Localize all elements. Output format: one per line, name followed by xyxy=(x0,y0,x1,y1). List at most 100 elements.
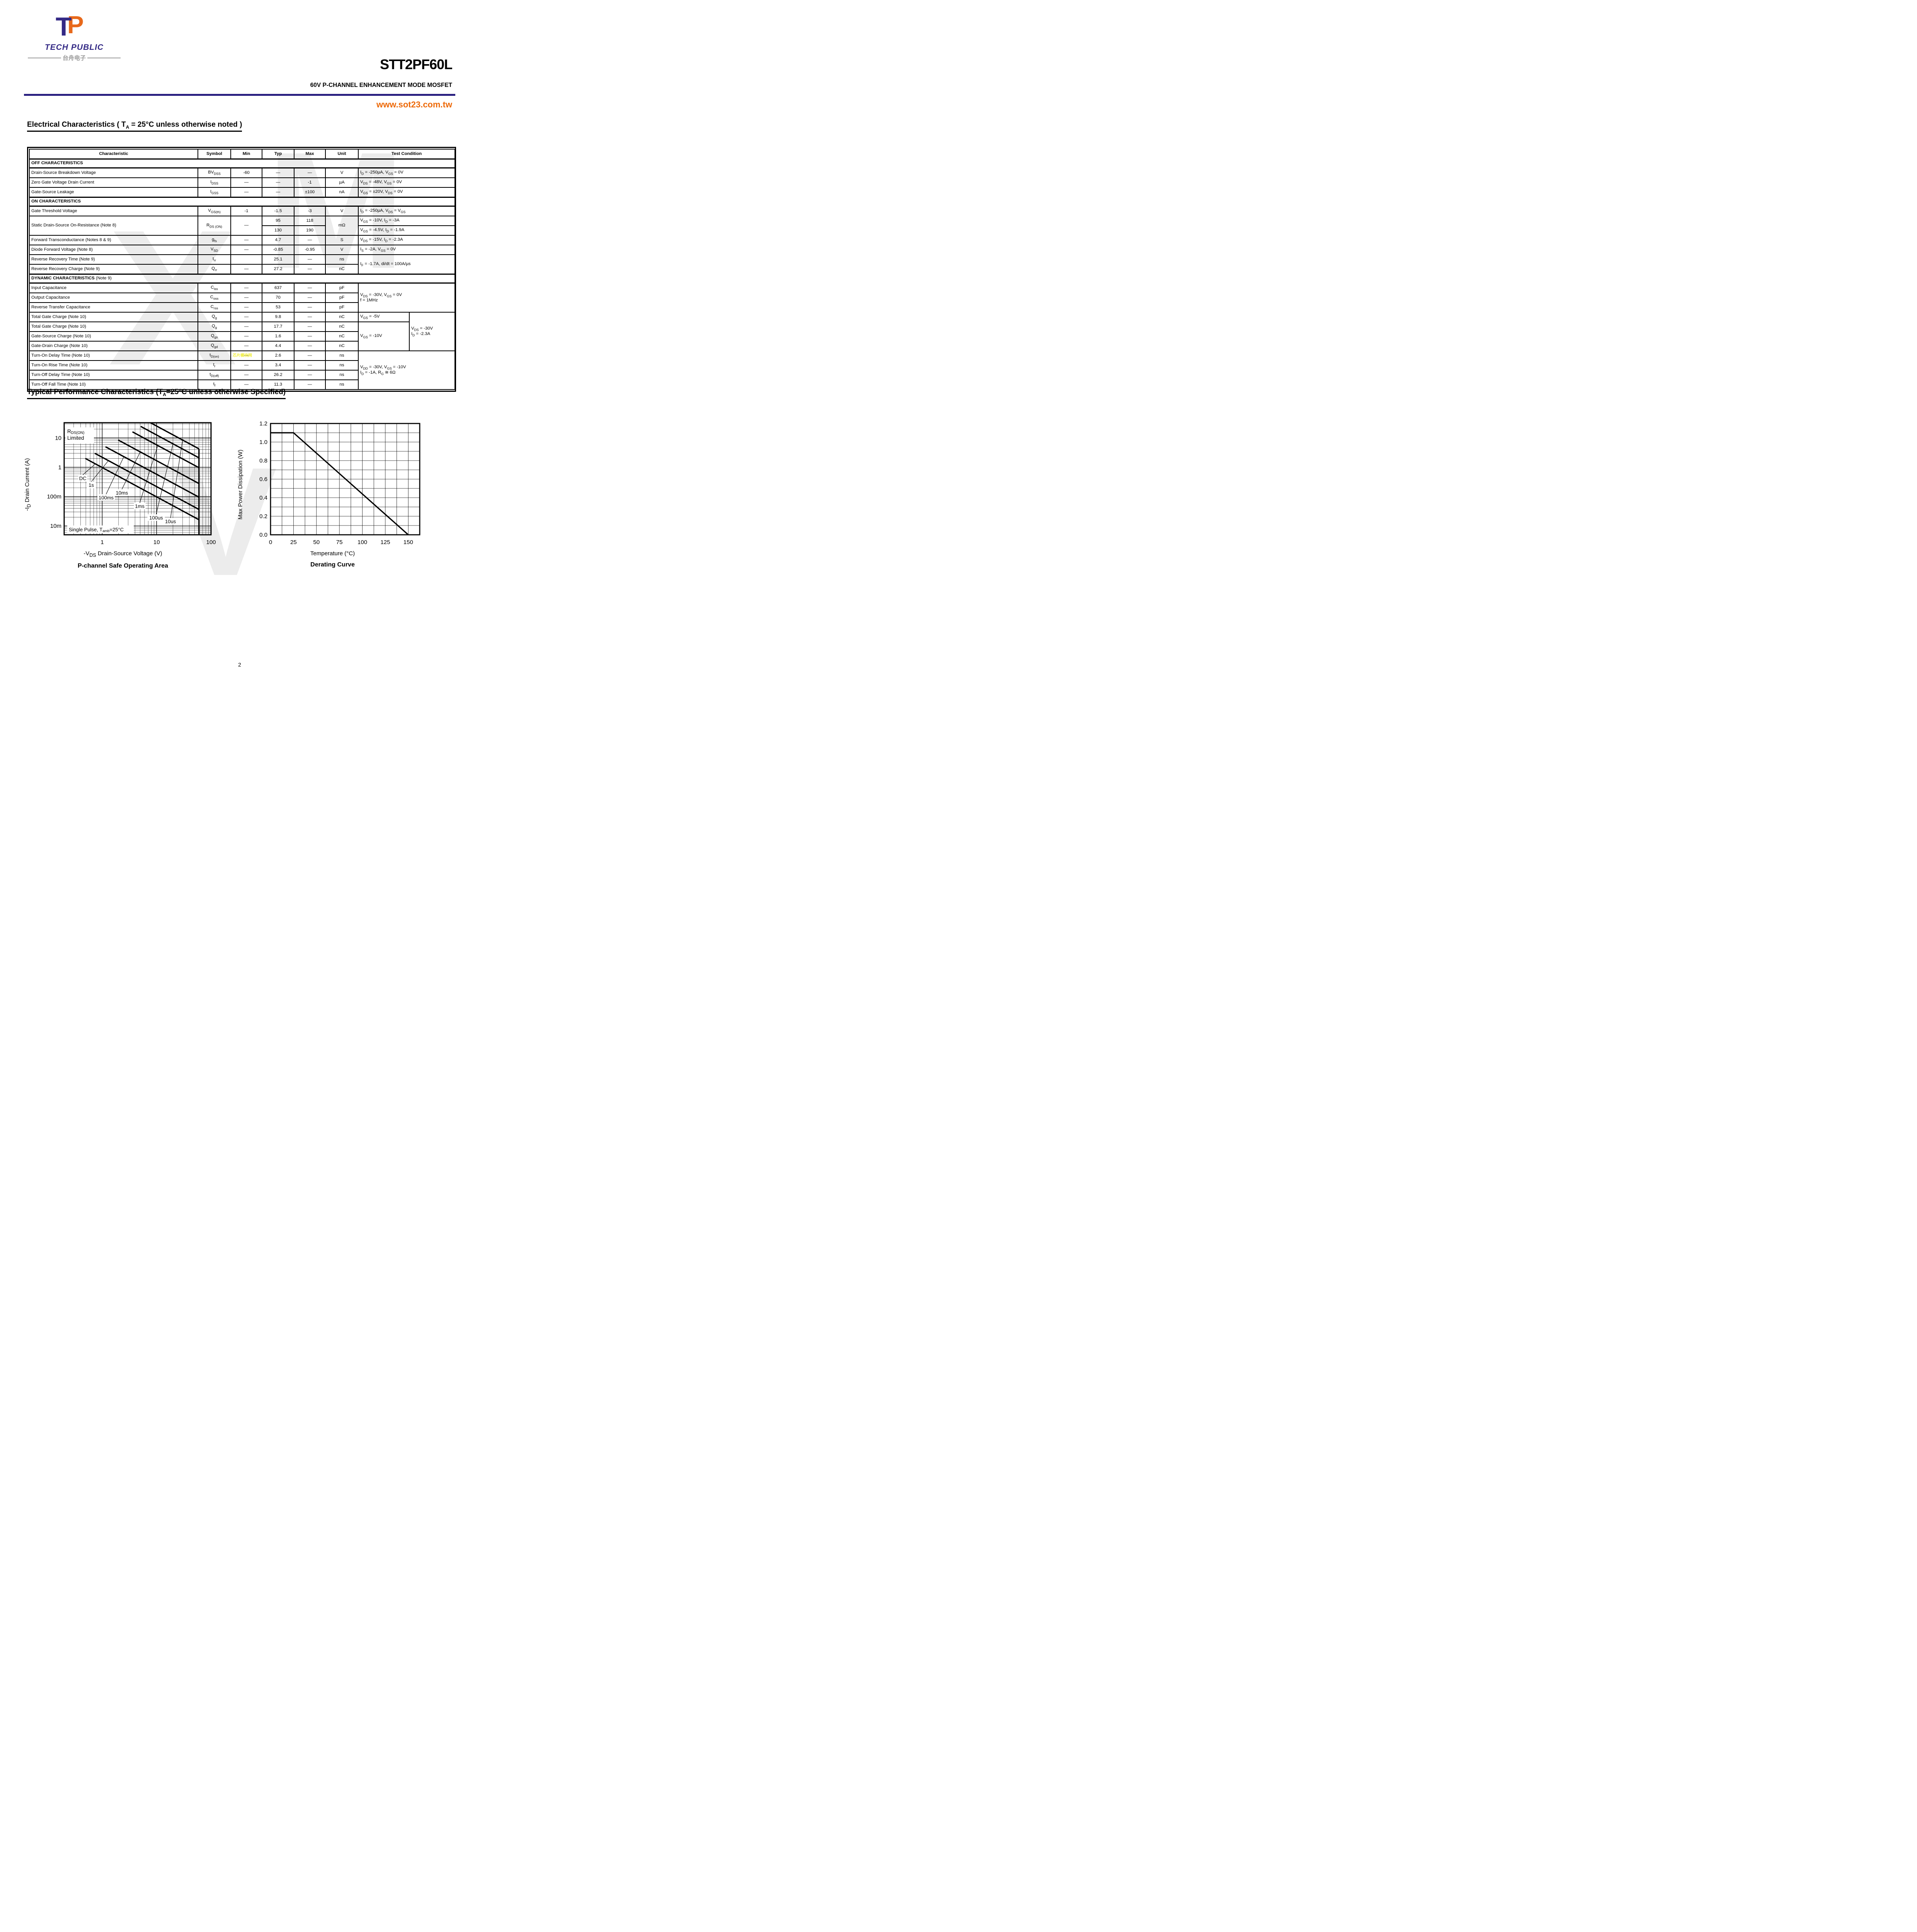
logo-tp-icon: P T xyxy=(56,11,84,41)
table-section-row: ON CHARACTERISTICS xyxy=(29,197,456,207)
table-cell: pF xyxy=(325,282,359,293)
table-cell: 70 xyxy=(262,293,295,303)
table-cell: 95 xyxy=(262,216,295,226)
table-cell: tr xyxy=(197,360,231,371)
table-cell: — xyxy=(294,350,326,361)
svg-text:0.6: 0.6 xyxy=(259,476,267,483)
table-cell: 26.2 xyxy=(262,370,295,380)
table-cell: Turn-On Rise Time (Note 10) xyxy=(29,360,198,371)
table-cell: Coss xyxy=(197,293,231,303)
svg-text:1: 1 xyxy=(100,539,104,546)
table-cell: VGS(th) xyxy=(197,206,231,216)
table-cell: IS = -2A, VGS = 0V xyxy=(358,245,456,255)
table-row: Reverse Recovery Time (Note 9) trr 25.1— ns… xyxy=(29,254,456,275)
derating-ylabel-wrap: Max Power Dissipation (W) xyxy=(235,420,246,549)
table-cell: 4.4 xyxy=(262,341,295,351)
table-cell: — xyxy=(230,341,262,351)
table-cell: VGS = -5V xyxy=(358,312,410,322)
table-header-cell: Characteristic xyxy=(29,149,198,160)
table-row: Drain-Source Breakdown Voltage BVDSS -60— —… xyxy=(29,167,456,178)
table-cell: Reverse Transfer Capacitance xyxy=(29,302,198,313)
table-cell: — xyxy=(294,321,326,332)
svg-text:0: 0 xyxy=(269,539,272,546)
table-cell: S xyxy=(325,235,359,245)
table-cell: Zero Gate Voltage Drain Current xyxy=(29,177,198,188)
table-row: Zero Gate Voltage Drain Current IDSS — — -1 µ… xyxy=(29,177,456,188)
svg-text:50: 50 xyxy=(313,539,320,546)
svg-text:25: 25 xyxy=(290,539,297,546)
table-row: Turn-Off Delay Time (Note 10) tD(off) —26.… xyxy=(29,370,455,380)
derating-ylabel: Max Power Dissipation (W) xyxy=(237,449,244,520)
table-row: Gate-Source Charge (Note 10) Qgs —1.6— nC xyxy=(29,331,455,342)
table-cell: 118 xyxy=(294,216,326,226)
table-cell: ns xyxy=(325,370,359,380)
section-label: DYNAMIC CHARACTERISTICS (Note 9) xyxy=(29,274,456,284)
table-cell xyxy=(230,254,262,265)
table-cell: — xyxy=(230,312,262,322)
table-cell: nA xyxy=(325,187,359,198)
table-cell: — xyxy=(230,379,262,390)
derating-svg: 0 25 50 75 100 125 150 0.0 0.2 0.4 0.6 0.8 1.0 1.2 xyxy=(259,420,421,546)
table-header-cell: Test Condition xyxy=(358,149,456,160)
table-cell: -1 xyxy=(294,177,326,188)
table-cell: Qrr xyxy=(197,264,231,275)
table-cell: — xyxy=(294,379,326,390)
table-cell: — xyxy=(262,177,295,188)
table-cell: VGS = -4.5V, ID = -1.9A xyxy=(358,225,456,236)
table-cell: — xyxy=(230,282,262,293)
svg-text:0.0: 0.0 xyxy=(259,532,267,538)
table-cell: Total Gate Charge (Note 10) xyxy=(29,321,198,332)
table-cell: IGSS xyxy=(197,187,231,198)
soa-caption: P-channel Safe Operating Area xyxy=(77,563,169,569)
table-cell: Qgd xyxy=(197,341,231,351)
table-row: Static Drain-Source On-Resistance (Note … xyxy=(29,216,456,236)
derating-chart-row: Max Power Dissipation (W) 0 25 50 75 100 125 1… xyxy=(235,420,430,549)
table-row: Gate-Source Leakage IGSS — — ±100 nA VGS = ±20… xyxy=(29,187,456,198)
table-cell: — xyxy=(294,293,326,303)
table-cell: Reverse Recovery Time (Note 9) xyxy=(29,254,198,265)
svg-text:10us: 10us xyxy=(165,519,176,524)
table-cell: — xyxy=(294,282,326,293)
logo-name: TECH PUBLIC xyxy=(44,43,104,52)
table-cell: -0.85 xyxy=(262,245,295,255)
table-row: Forward Transconductance (Notes 8 & 9) gf… xyxy=(29,235,456,245)
table-cell: — xyxy=(294,331,326,342)
table-cell: — xyxy=(294,254,326,265)
table-cell: — xyxy=(294,302,326,313)
table-cell: — xyxy=(294,235,326,245)
spec-table: Characteristic Symbol Min Typ Max Unit Test Co… xyxy=(29,149,456,390)
table-row: 130 190 VGS = -4.5V, ID = -1.9A xyxy=(29,225,456,236)
electrical-characteristics-heading: Electrical Characteristics ( TA = 25°C u… xyxy=(27,121,242,132)
table-cell: — xyxy=(230,264,262,275)
table-cell: — 芯片模块网 xyxy=(230,350,262,361)
svg-text:100ms: 100ms xyxy=(99,495,114,500)
table-cell: — xyxy=(230,177,262,188)
table-cell: -1 xyxy=(230,206,262,216)
svg-text:100us: 100us xyxy=(149,515,163,520)
table-cell: VSD xyxy=(197,245,231,255)
svg-text:10ms: 10ms xyxy=(116,490,128,496)
table-cell: ±100 xyxy=(294,187,326,198)
table-cell: 637 xyxy=(262,282,295,293)
yellow-watermark-text: 芯片模块网 xyxy=(233,353,252,358)
soa-xlabel: -VDS Drain-Source Voltage (V) xyxy=(83,550,162,558)
table-cell: — xyxy=(230,216,262,236)
logo-letter-t: T xyxy=(56,12,72,40)
table-cell: Qgs xyxy=(197,331,231,342)
table-cell: 53 xyxy=(262,302,295,313)
logo-cn-text: 台舟电子 xyxy=(63,55,86,61)
table-cell: Forward Transconductance (Notes 8 & 9) xyxy=(29,235,198,245)
svg-text:10m: 10m xyxy=(50,523,61,529)
table-header-cell: Unit xyxy=(325,149,359,160)
table-cell: Drain-Source Breakdown Voltage xyxy=(29,167,198,178)
table-header-row: Characteristic Symbol Min Typ Max Unit Test Co… xyxy=(29,149,456,160)
table-cell: 190 xyxy=(294,225,326,236)
table-header-cell: Symbol xyxy=(197,149,231,160)
svg-text:1ms: 1ms xyxy=(135,503,145,509)
table-row: Input Capacitance Ciss —637— pF VDS = -30V, … xyxy=(29,282,456,313)
table-cell: pF xyxy=(325,302,359,313)
table-cell: µA xyxy=(325,177,359,188)
table-cell: VDS = -30V, VGS = 0V f = 1MHz xyxy=(358,282,456,313)
table-cell: -0.95 xyxy=(294,245,326,255)
